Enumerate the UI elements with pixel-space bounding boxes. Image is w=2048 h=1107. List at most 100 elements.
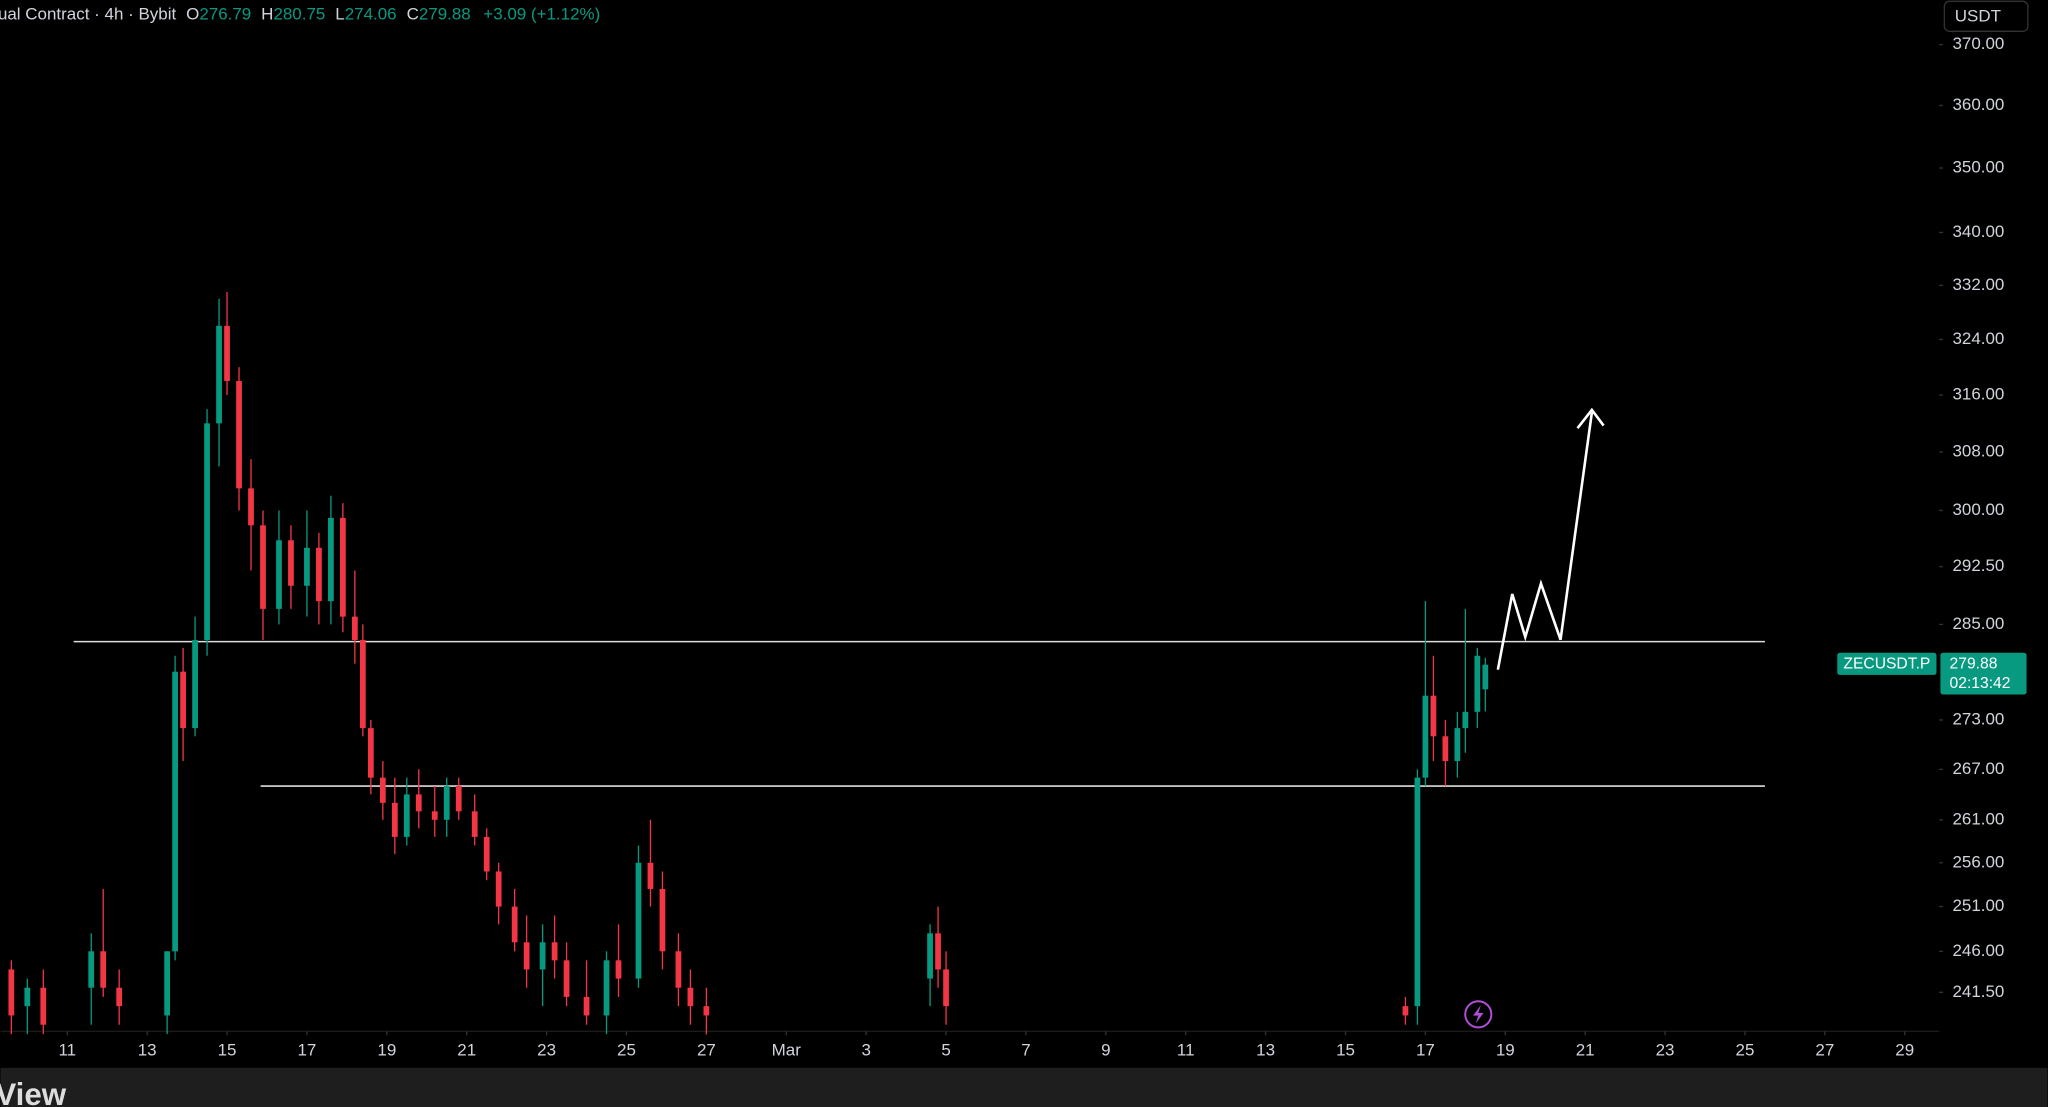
- y-tick-label: 370.00: [1952, 34, 2004, 53]
- y-tick-label: 324.00: [1952, 329, 2004, 348]
- high: 280.75: [273, 5, 325, 24]
- x-tick-label: 29: [1895, 1040, 1914, 1059]
- y-tick-label: 292.50: [1952, 556, 2004, 575]
- x-tick-label: Mar: [772, 1040, 802, 1059]
- x-tick-label: 11: [58, 1040, 76, 1059]
- low: 274.06: [345, 5, 397, 24]
- candle-body: [1430, 695, 1437, 737]
- event-icon[interactable]: [1464, 1000, 1493, 1029]
- y-tick-label: 316.00: [1952, 385, 2004, 404]
- projection-arrow: [1496, 412, 1594, 670]
- candle-body: [216, 325, 222, 424]
- candle-body: [647, 862, 654, 889]
- x-tick-label: 9: [1101, 1040, 1110, 1059]
- y-tick-label: 285.00: [1952, 614, 2004, 633]
- candle-body: [583, 996, 590, 1016]
- candle-body: [511, 906, 518, 943]
- x-tick-label: 15: [218, 1040, 237, 1059]
- header: ual Contract · 4h · Bybit O276.79 H280.7…: [0, 5, 600, 24]
- x-tick-label: 13: [1256, 1040, 1275, 1059]
- candle-body: [703, 1006, 710, 1016]
- candle-body: [359, 640, 366, 729]
- candle-body: [88, 951, 95, 988]
- candle-body: [687, 987, 694, 1007]
- y-tick-label: 241.50: [1952, 982, 2004, 1001]
- x-tick-label: 11: [1177, 1040, 1195, 1059]
- candle-body: [1482, 664, 1489, 690]
- header-legend: ual Contract · 4h · Bybit O276.79 H280.7…: [0, 5, 600, 24]
- candle-body: [100, 951, 107, 988]
- candle-body: [935, 933, 941, 970]
- candle-body: [40, 987, 47, 1025]
- candle-body: [455, 786, 462, 812]
- candle-body: [304, 547, 310, 586]
- candle-body: [351, 616, 358, 641]
- y-tick-label: 360.00: [1952, 95, 2004, 114]
- badge-countdown: 02:13:42: [1950, 675, 2011, 692]
- candle-body: [483, 836, 490, 872]
- y-tick-label: 332.00: [1952, 275, 2004, 294]
- candle-body: [180, 671, 186, 729]
- candle-body: [1402, 1006, 1409, 1016]
- x-tick-label: 5: [941, 1040, 950, 1059]
- candle-body: [116, 987, 123, 1007]
- candle-body: [391, 802, 398, 837]
- x-tick-label: 15: [1336, 1040, 1355, 1059]
- price-badge: [1940, 652, 2027, 695]
- candle-body: [943, 969, 949, 1007]
- candle-body: [1414, 777, 1421, 1007]
- candle-body: [927, 933, 933, 979]
- y-tick-label: 273.00: [1952, 709, 2004, 728]
- candle-body: [1462, 711, 1469, 729]
- candle-body: [288, 540, 294, 586]
- candle-body: [635, 862, 642, 979]
- candle-body: [236, 381, 242, 489]
- candle-body: [1474, 655, 1481, 712]
- x-tick-label: 21: [1576, 1040, 1595, 1059]
- candle-body: [615, 960, 622, 979]
- c-label: C: [407, 5, 419, 24]
- x-tick-label: 27: [1815, 1040, 1834, 1059]
- candle-body: [340, 517, 346, 617]
- x-tick-label: 13: [138, 1040, 157, 1059]
- y-tick-label: 308.00: [1952, 441, 2004, 460]
- y-tick-label: 340.00: [1952, 222, 2004, 241]
- symbol-badge: [1837, 652, 1937, 675]
- candle-body: [204, 423, 210, 641]
- y-tick-label: 246.00: [1952, 941, 2004, 960]
- x-tick-label: 19: [377, 1040, 396, 1059]
- candle-body: [403, 794, 410, 837]
- close: 279.88: [419, 5, 471, 24]
- candle-body: [328, 517, 334, 602]
- candle-body: [172, 671, 178, 952]
- candle-body: [276, 540, 282, 609]
- candle-body: [495, 871, 502, 907]
- footer-logo: View: [0, 1077, 67, 1107]
- candle-body: [443, 786, 450, 820]
- lightning: [1473, 1005, 1484, 1024]
- currency-button[interactable]: [1943, 0, 2029, 32]
- x-tick-label: 25: [1736, 1040, 1755, 1059]
- x-tick-label: 25: [617, 1040, 636, 1059]
- candle-body: [367, 728, 374, 778]
- candle-body: [563, 960, 570, 997]
- symbol: ual Contract · 4h · Bybit: [0, 5, 176, 24]
- candle-body: [260, 525, 266, 609]
- candle-body: [523, 942, 530, 970]
- x-tick-label: 23: [1656, 1040, 1675, 1059]
- change: +3.09 (+1.12%): [483, 5, 600, 24]
- currency[interactable]: USDT: [1955, 6, 2001, 25]
- y-tick-label: 256.00: [1952, 852, 2004, 871]
- y-tick-label: 350.00: [1952, 158, 2004, 177]
- candle-body: [603, 960, 610, 1016]
- candle-body: [224, 325, 230, 382]
- o-label: O: [186, 5, 199, 24]
- candle-body: [1442, 736, 1449, 762]
- candle-body: [248, 488, 254, 526]
- candle-body: [415, 794, 422, 812]
- candle-body: [164, 951, 170, 1016]
- x-tick-label: 7: [1021, 1040, 1030, 1059]
- candle-body: [316, 547, 322, 602]
- candle-body: [551, 942, 558, 961]
- candle-body: [675, 951, 682, 988]
